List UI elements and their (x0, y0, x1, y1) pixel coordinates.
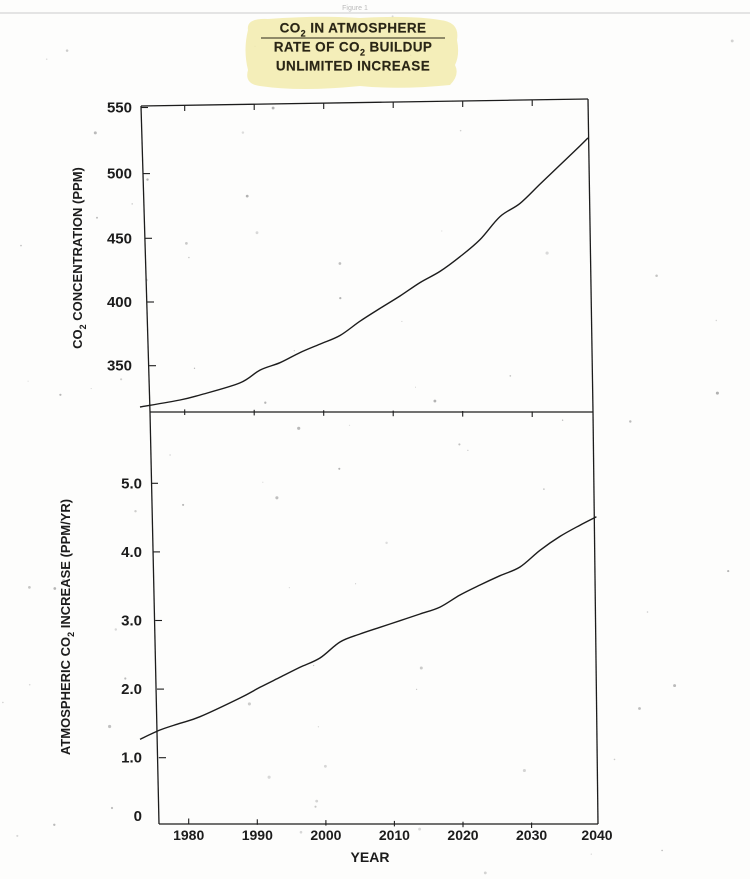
svg-text:2040: 2040 (581, 827, 612, 843)
svg-text:450: 450 (107, 230, 132, 247)
svg-text:0: 0 (134, 808, 142, 825)
svg-text:Figure 1: Figure 1 (342, 5, 368, 12)
svg-text:1980: 1980 (173, 827, 204, 843)
svg-text:3.0: 3.0 (121, 613, 142, 630)
svg-text:1990: 1990 (242, 827, 273, 843)
svg-text:2000: 2000 (310, 827, 341, 843)
svg-text:2020: 2020 (447, 827, 478, 843)
svg-text:2010: 2010 (379, 827, 410, 843)
svg-text:4.0: 4.0 (121, 544, 142, 561)
svg-text:1.0: 1.0 (121, 750, 142, 767)
svg-text:2030: 2030 (516, 827, 547, 843)
svg-text:350: 350 (107, 358, 132, 375)
svg-text:2.0: 2.0 (121, 681, 142, 698)
svg-text:500: 500 (107, 166, 132, 183)
svg-text:550: 550 (107, 100, 132, 117)
svg-text:YEAR: YEAR (351, 849, 390, 865)
svg-text:UNLIMITED INCREASE: UNLIMITED INCREASE (276, 59, 430, 74)
svg-text:5.0: 5.0 (121, 475, 142, 492)
svg-text:400: 400 (107, 294, 132, 311)
